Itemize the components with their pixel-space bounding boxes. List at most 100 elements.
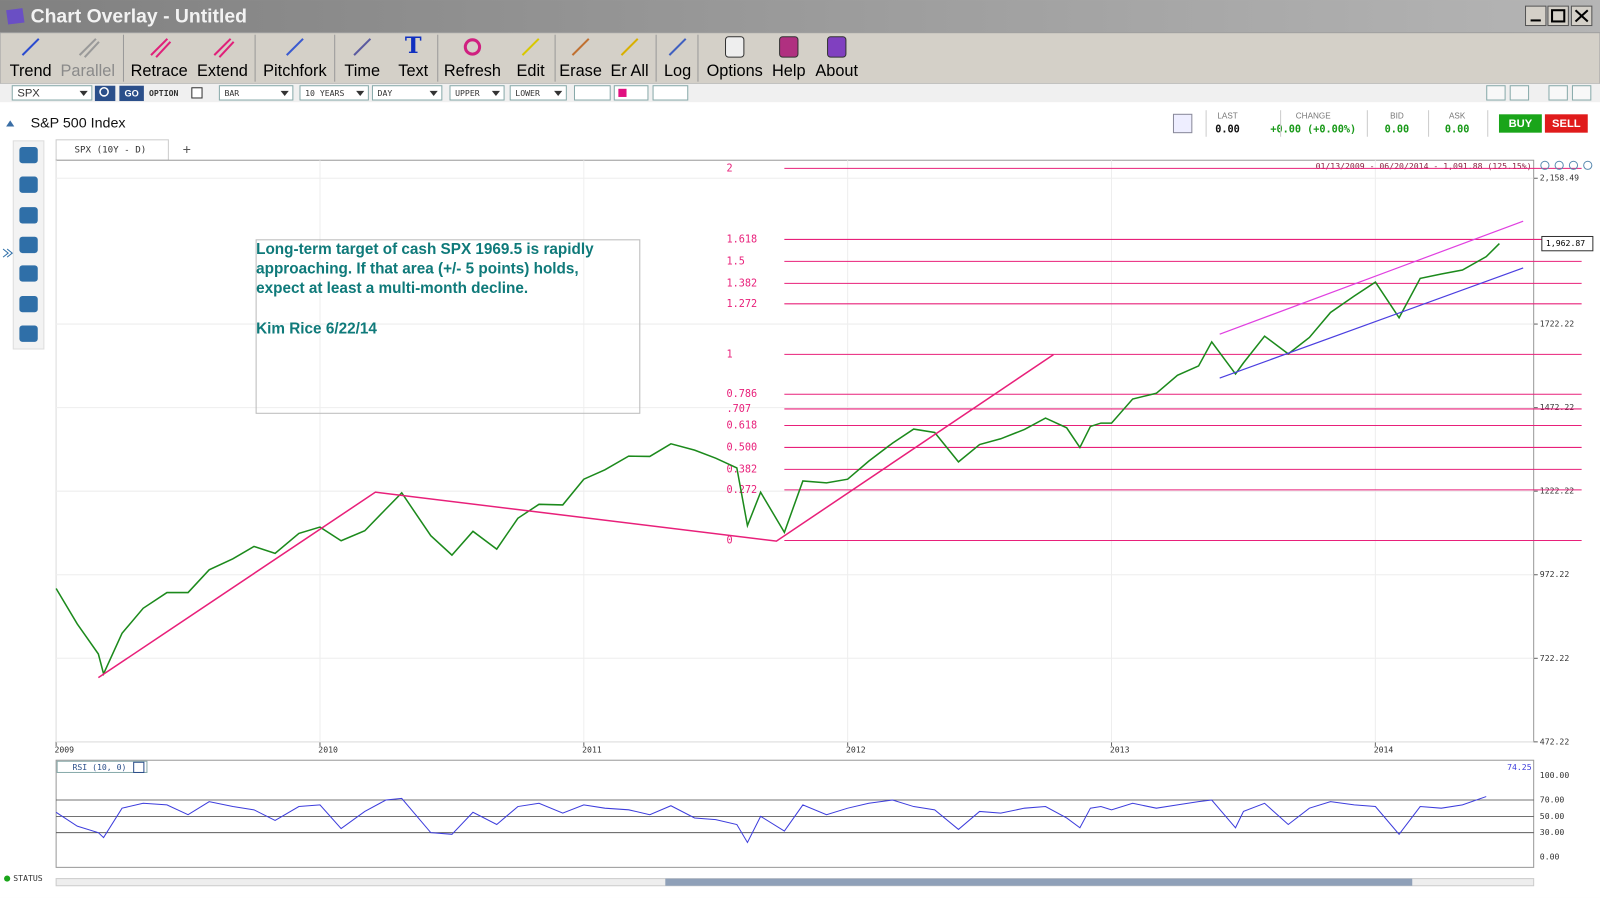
fib-label: 0.786 xyxy=(727,389,758,400)
search-icon xyxy=(99,87,109,97)
window-tool[interactable] xyxy=(1486,85,1506,101)
chart-tab-label: SPX (10Y - D) xyxy=(74,145,146,156)
option-label[interactable]: OPTION xyxy=(149,88,179,98)
toolbar-button[interactable]: Trend xyxy=(10,62,52,80)
dropdown[interactable] xyxy=(218,85,294,101)
x-tick-label: 2012 xyxy=(846,745,866,755)
x-tick-label: 2013 xyxy=(1110,745,1130,755)
fib-label: 0 xyxy=(727,535,733,546)
option-expand[interactable] xyxy=(191,87,203,99)
dropdown-label: BAR xyxy=(224,88,239,98)
go-button[interactable] xyxy=(119,85,144,102)
tool-dropdown[interactable] xyxy=(652,85,689,101)
dropdown[interactable] xyxy=(11,85,93,101)
dropdown[interactable] xyxy=(449,85,505,101)
toolbar-button[interactable]: Erase xyxy=(559,62,602,80)
zoom-tool[interactable] xyxy=(1554,160,1564,170)
toolbar-button[interactable]: Help xyxy=(772,62,806,80)
sidebar-tool[interactable] xyxy=(19,207,38,224)
quote-label: CHANGE xyxy=(1296,112,1331,121)
go-label: GO xyxy=(124,88,138,98)
rsi-tick-label: 0.00 xyxy=(1540,852,1560,862)
quote-value: 0.00 xyxy=(1385,125,1410,136)
toolbar-button[interactable]: Options xyxy=(707,62,763,80)
y-tick-label: 2,158.49 xyxy=(1540,173,1579,183)
toolbar-button[interactable]: Text xyxy=(398,62,428,80)
sidebar-tool[interactable] xyxy=(19,236,38,254)
sidebar-tool[interactable] xyxy=(19,176,38,193)
x-tick-label: 2010 xyxy=(318,745,338,755)
quote-label: BID xyxy=(1390,112,1404,121)
toolbar-button[interactable]: Parallel xyxy=(61,62,115,80)
annotation-text: approaching. If that area (+/- 5 points)… xyxy=(256,260,579,277)
zoom-tool[interactable] xyxy=(1583,160,1593,170)
sidebar-expand[interactable] xyxy=(2,248,14,258)
rsi-last-value: 74.25 xyxy=(1507,762,1532,772)
status-label: STATUS xyxy=(13,873,43,883)
toolbar-button[interactable]: Extend xyxy=(197,62,248,80)
rsi-close[interactable] xyxy=(133,761,145,773)
toolbar-button[interactable]: Refresh xyxy=(444,62,501,80)
sell-button[interactable] xyxy=(1544,114,1588,133)
toolbar-button[interactable]: Pitchfork xyxy=(263,62,327,80)
toolbar-icon xyxy=(213,38,235,58)
toolbar-button[interactable]: Time xyxy=(344,62,380,80)
window-buttons[interactable] xyxy=(1525,5,1593,27)
sidebar-tool[interactable] xyxy=(19,265,38,282)
zoom-tool[interactable] xyxy=(1540,160,1550,170)
fib-label: 1.5 xyxy=(727,256,745,267)
rsi-tick-label: 100.00 xyxy=(1540,770,1570,780)
scroll-thumb[interactable] xyxy=(665,878,1413,886)
x-tick-label: 2014 xyxy=(1374,745,1394,755)
y-tick-label: 1472.22 xyxy=(1540,402,1574,412)
toolbar-icon xyxy=(521,38,540,56)
toolbar-button[interactable]: About xyxy=(815,62,858,80)
toolbar-button[interactable]: Er All xyxy=(611,62,649,80)
buy-label: BUY xyxy=(1509,118,1533,130)
zoom-tool[interactable] xyxy=(1568,160,1579,170)
dropdown[interactable] xyxy=(371,85,443,101)
dropdown-arrow xyxy=(79,90,88,96)
dropdown-label: 10 YEARS xyxy=(305,88,344,98)
fib-label: 0.382 xyxy=(727,464,758,475)
fib-label: 0.618 xyxy=(727,420,758,431)
buy-button[interactable] xyxy=(1498,114,1542,133)
annotation-text: Long-term target of cash SPX 1969.5 is r… xyxy=(256,241,594,258)
window-tool[interactable] xyxy=(1548,85,1568,101)
x-tick-label: 2009 xyxy=(54,745,74,755)
fib-label: .707 xyxy=(727,404,752,415)
toolbar-button[interactable]: Retrace xyxy=(131,62,188,80)
window-tool[interactable] xyxy=(1509,85,1530,101)
dropdown-arrow xyxy=(429,90,438,96)
tool-dropdown[interactable] xyxy=(573,85,611,101)
dropdown[interactable] xyxy=(509,85,567,101)
sidebar-tool[interactable] xyxy=(19,295,38,313)
toolbar-icon: T xyxy=(405,33,422,59)
y-tick-label: 1722.22 xyxy=(1540,319,1574,329)
sidebar-tool[interactable] xyxy=(19,146,38,164)
rsi-tick-label: 70.00 xyxy=(1540,795,1565,805)
quote-value: 0.00 xyxy=(1445,125,1470,136)
title-bar xyxy=(0,0,1600,33)
dropdown-label: SPX xyxy=(17,87,40,99)
rsi-header[interactable] xyxy=(56,760,148,773)
x-tick-label: 2011 xyxy=(582,745,602,755)
sell-label: SELL xyxy=(1552,118,1581,130)
window-tool[interactable] xyxy=(1571,85,1592,101)
add-tab[interactable]: + xyxy=(183,142,191,158)
window-title: Chart Overlay - Untitled xyxy=(31,5,247,27)
dropdown[interactable] xyxy=(299,85,369,101)
toolbar-icon xyxy=(725,36,745,58)
fib-label: 0.500 xyxy=(727,442,758,453)
fib-label: 1 xyxy=(727,349,733,360)
rsi-frame xyxy=(55,759,1535,868)
rsi-tick-label: 30.00 xyxy=(1540,827,1565,837)
toolbar-button[interactable]: Edit xyxy=(517,62,546,80)
quote-icon[interactable] xyxy=(1172,113,1193,134)
collapse-icon[interactable] xyxy=(6,120,15,127)
sidebar-tool[interactable] xyxy=(19,325,38,342)
dropdown-arrow xyxy=(280,90,289,96)
toolbar xyxy=(0,32,1600,85)
toolbar-button[interactable]: Log xyxy=(664,62,691,80)
